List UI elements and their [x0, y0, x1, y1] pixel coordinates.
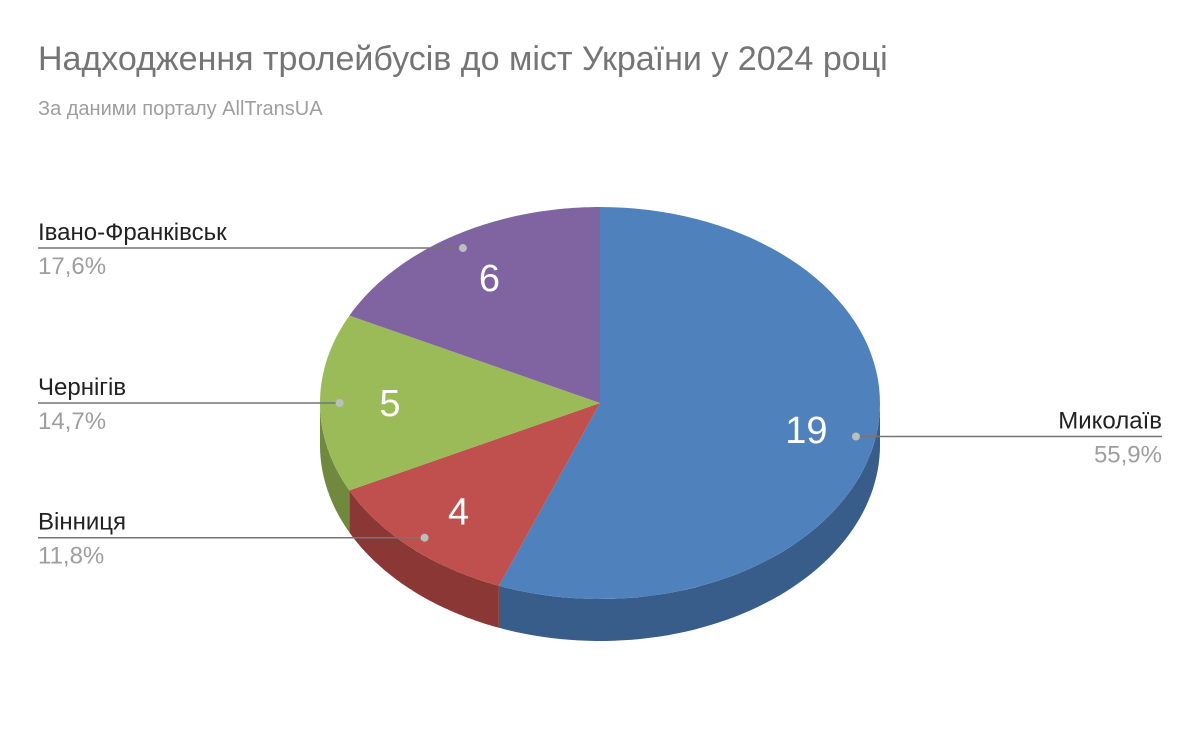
- chart-subtitle: За даними порталу AllTransUA: [38, 98, 323, 120]
- data-label: 5: [379, 383, 400, 425]
- leader-dot: [851, 432, 860, 441]
- slice: [320, 315, 600, 491]
- slice-side: [320, 403, 350, 533]
- slice: [349, 207, 600, 403]
- percent-label: 14,7%: [38, 408, 106, 435]
- category-label: Вінниця: [38, 509, 126, 536]
- slice-side: [349, 490, 499, 628]
- category-label: Івано-Франківськ: [38, 219, 227, 246]
- slice: [349, 403, 600, 586]
- leader-dot: [458, 244, 467, 253]
- leader-dot: [420, 533, 429, 542]
- data-label: 4: [448, 492, 469, 534]
- slice-side: [498, 403, 880, 641]
- chart-title: Надходження тролейбусів до міст України …: [38, 40, 888, 78]
- slice: [498, 207, 880, 599]
- percent-label: 11,8%: [38, 543, 104, 570]
- leader-dot: [335, 399, 344, 407]
- data-label: 19: [785, 410, 827, 452]
- data-label: 6: [479, 258, 500, 300]
- category-label: Миколаїв: [1058, 407, 1162, 434]
- percent-label: 55,9%: [1094, 441, 1162, 468]
- percent-label: 17,6%: [38, 253, 106, 280]
- category-label: Чернігів: [38, 374, 126, 401]
